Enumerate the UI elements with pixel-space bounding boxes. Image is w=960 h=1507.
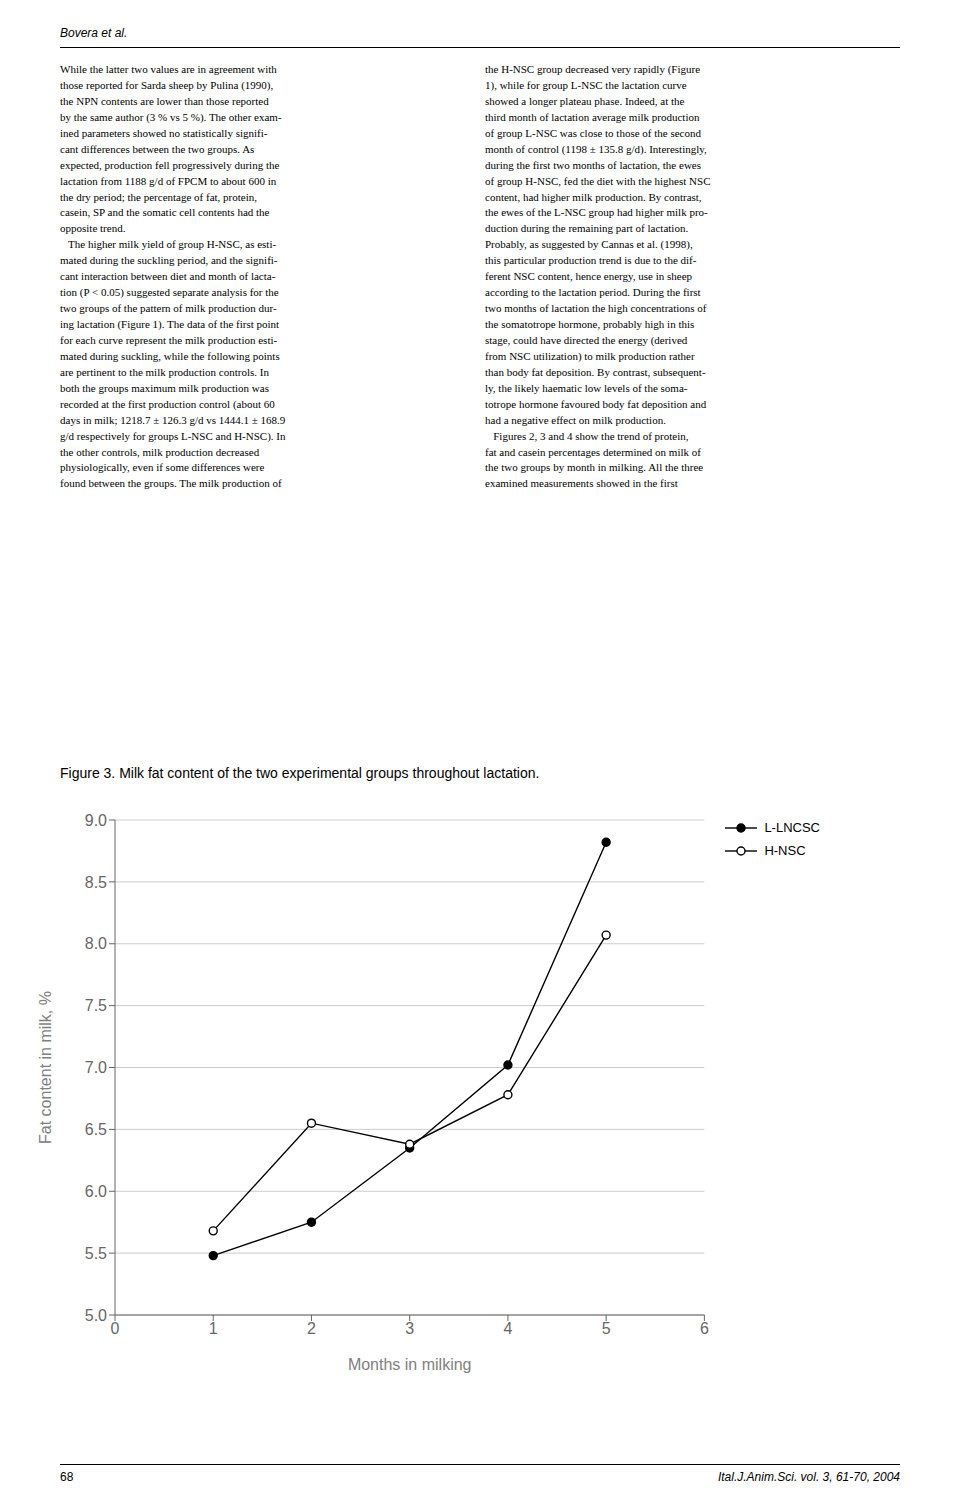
html-text:Bovera et al.: Bovera et al. bbox=[60, 26, 128, 40]
svg-text:7.0: 7.0 bbox=[85, 1059, 107, 1076]
svg-text:6.0: 6.0 bbox=[85, 1183, 107, 1200]
html-text:L-LNCSC: L-LNCSC bbox=[764, 820, 820, 835]
svg-text:5: 5 bbox=[602, 1320, 611, 1337]
html-text:While the latter two values ar: While the latter two values are in agree… bbox=[60, 63, 286, 490]
html-text:the H-NSC group decreased very: the H-NSC group decreased very rapidly (… bbox=[485, 63, 711, 490]
svg-text:6: 6 bbox=[700, 1320, 709, 1337]
svg-text:Months in milking: Months in milking bbox=[348, 1356, 472, 1373]
svg-text:0: 0 bbox=[111, 1320, 120, 1337]
html-text:Figure 3. Milk fat content of: Figure 3. Milk fat content of the two ex… bbox=[60, 765, 540, 781]
html-text:Ital.J.Anim.Sci. vol. 3, 61-70: Ital.J.Anim.Sci. vol. 3, 61-70, 2004 bbox=[717, 1470, 900, 1484]
svg-text:8.5: 8.5 bbox=[85, 874, 107, 891]
svg-text:5.0: 5.0 bbox=[85, 1307, 107, 1324]
html-text:68: 68 bbox=[60, 1470, 74, 1484]
svg-text:8.0: 8.0 bbox=[85, 935, 107, 952]
svg-text:2: 2 bbox=[307, 1320, 316, 1337]
svg-text:5.5: 5.5 bbox=[85, 1245, 107, 1262]
svg-text:Fat content in milk, %: Fat content in milk, % bbox=[37, 991, 54, 1144]
html-text:H-NSC: H-NSC bbox=[764, 843, 806, 858]
svg-text:6.5: 6.5 bbox=[85, 1121, 107, 1138]
svg-text:4: 4 bbox=[503, 1320, 512, 1337]
svg-text:3: 3 bbox=[405, 1320, 414, 1337]
svg-text:1: 1 bbox=[209, 1320, 218, 1337]
svg-text:9.0: 9.0 bbox=[85, 812, 107, 829]
svg-text:7.5: 7.5 bbox=[85, 997, 107, 1014]
